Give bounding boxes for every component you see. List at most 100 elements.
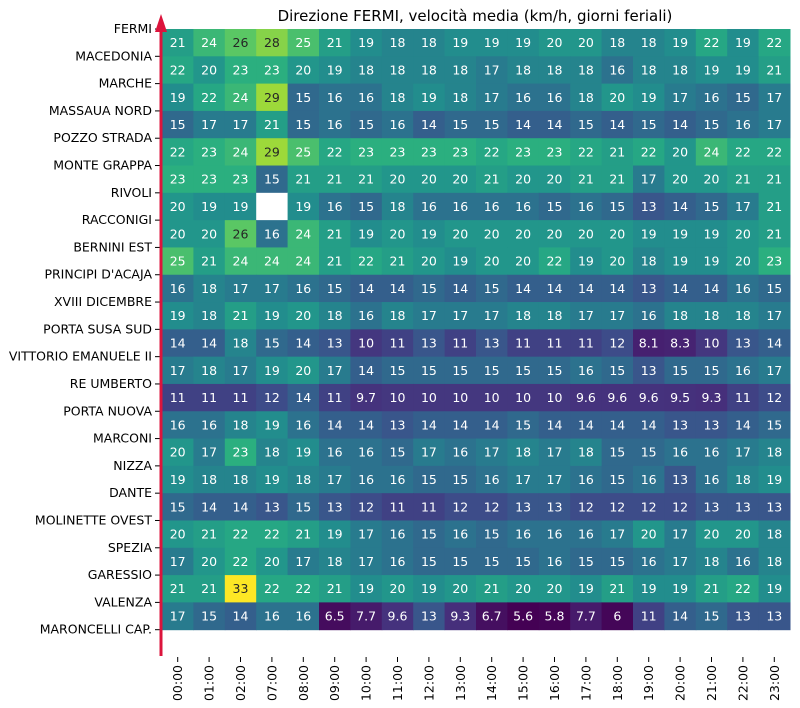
heatmap-cell [570, 274, 603, 303]
heatmap-cell [162, 29, 194, 57]
cell-value-label: 11 [233, 390, 249, 405]
heatmap-cell [538, 302, 571, 330]
cell-value-label: 19 [358, 35, 374, 50]
heatmap-cell [381, 356, 414, 385]
cell-value-label: 20 [170, 527, 186, 542]
x-tick-label: 19:00 [641, 665, 656, 701]
heatmap-cell [476, 138, 508, 167]
heatmap-cell [413, 438, 446, 467]
cell-value-label: 11 [452, 336, 468, 351]
heatmap-cell [256, 438, 289, 467]
cell-value-label: 17 [484, 308, 500, 323]
heatmap-cell [444, 356, 477, 385]
cell-value-label: 14 [170, 336, 186, 351]
y-tick-label: PORTA NUOVA [63, 403, 152, 418]
x-tick-label: 02:00 [233, 665, 248, 701]
heatmap-cell [413, 247, 446, 276]
cell-value-label: 11 [547, 336, 563, 351]
cell-value-label: 23 [452, 144, 468, 159]
cell-value-label: 11 [170, 390, 186, 405]
x-tick-label: 18:00 [610, 665, 625, 701]
heatmap-cell [664, 602, 697, 631]
cell-value-label: 16 [578, 199, 594, 214]
cell-value-label: 17 [295, 554, 311, 569]
cell-value-label: 24 [264, 254, 280, 269]
cell-value-label: 15 [515, 417, 531, 432]
heatmap-cell [193, 547, 226, 576]
heatmap-cell [538, 383, 571, 412]
heatmap-cell [162, 520, 194, 549]
heatmap-cell [287, 29, 320, 57]
heatmap-cell [507, 493, 540, 521]
heatmap-cell [319, 192, 351, 221]
cell-value-label: 13 [704, 499, 720, 514]
cell-value-label: 15 [704, 363, 720, 378]
cell-value-label: 14 [201, 336, 217, 351]
cell-value-label: 14 [515, 281, 531, 296]
cell-value-label: 13 [641, 199, 657, 214]
cell-value-label: 17 [201, 117, 217, 132]
heatmap-cell [695, 465, 728, 494]
cell-value-label: 25 [295, 144, 311, 159]
cell-value-label: 16 [641, 554, 657, 569]
cell-value-label: 29 [264, 90, 280, 105]
heatmap-cell [758, 438, 791, 467]
heatmap-cell [162, 575, 194, 603]
heatmap-cell [695, 247, 728, 276]
heatmap-cell [319, 29, 351, 57]
heatmap-cell [507, 220, 540, 248]
heatmap-cell [476, 302, 508, 330]
heatmap-cell [570, 438, 603, 467]
cell-value-label: 17 [233, 363, 249, 378]
heatmap-cell [444, 383, 477, 412]
heatmap-cell [633, 411, 665, 440]
heatmap-cell [476, 438, 508, 467]
cell-value-label: 18 [264, 445, 280, 460]
heatmap-cell [538, 247, 571, 276]
heatmap-cell [381, 520, 414, 549]
y-tick-label: VALENZA [94, 594, 152, 609]
heatmap-cell [444, 602, 477, 631]
heatmap-cell [601, 493, 634, 521]
heatmap-cell [695, 274, 728, 303]
cell-value-label: 22 [170, 144, 186, 159]
cell-value-label: 19 [704, 226, 720, 241]
heatmap-cell [476, 110, 508, 139]
heatmap-cell [193, 602, 226, 631]
cell-value-label: 21 [233, 308, 249, 323]
heatmap-cell [601, 383, 634, 412]
cell-value-label: 20 [484, 226, 500, 241]
cell-value-label: 18 [233, 472, 249, 487]
heatmap-cell [570, 138, 603, 167]
cell-value-label: 18 [609, 35, 625, 50]
cell-value-label: 16 [641, 308, 657, 323]
heatmap-cell [633, 274, 665, 303]
cell-value-label: 18 [358, 62, 374, 77]
heatmap-cell [162, 220, 194, 248]
heatmap-cell [758, 302, 791, 330]
heatmap-cell [444, 329, 477, 358]
heatmap-cell [381, 110, 414, 139]
heatmap-cell [727, 302, 760, 330]
cell-value-label: 19 [264, 417, 280, 432]
heatmap-cell [507, 575, 540, 603]
cell-value-label: 14 [578, 417, 594, 432]
cell-value-label: 16 [735, 281, 751, 296]
cell-value-label: 10 [547, 390, 563, 405]
cell-value-label: 18 [201, 363, 217, 378]
cell-value-label: 14 [452, 281, 468, 296]
cell-value-label: 20 [390, 581, 406, 596]
heatmap-cell [381, 602, 414, 631]
heatmap-cell [162, 602, 194, 631]
heatmap-cell [601, 547, 634, 576]
cell-value-label: 21 [264, 117, 280, 132]
cell-value-label: 22 [735, 581, 751, 596]
heatmap-cell [224, 575, 257, 603]
heatmap-cell [507, 83, 540, 112]
heatmap-cell [162, 547, 194, 576]
cell-value-label: 19 [358, 226, 374, 241]
cell-value-label: 11 [735, 390, 751, 405]
heatmap-cell [350, 465, 383, 494]
cell-value-label: 20 [609, 90, 625, 105]
cell-value-label: 20 [201, 62, 217, 77]
